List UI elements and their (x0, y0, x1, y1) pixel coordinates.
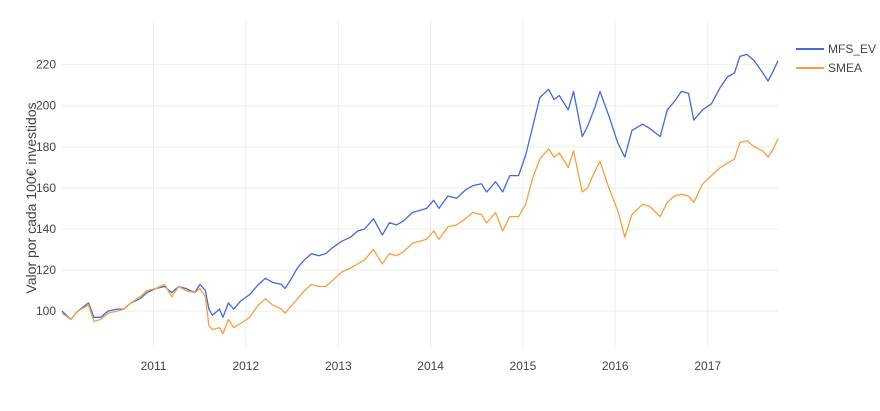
y-tick-label: 100 (36, 304, 56, 318)
series-lines (61, 53, 779, 335)
y-axis-ticks: 100 120 140 160 180 200 220 (36, 58, 56, 318)
x-tick-label: 2013 (325, 359, 352, 373)
x-tick-label: 2014 (417, 359, 444, 373)
y-axis-title: Valor por cada 100€ investidos (23, 102, 39, 293)
legend-label-mfs-ev[interactable]: MFS_EV (828, 42, 876, 56)
x-tick-label: 2016 (602, 359, 629, 373)
y-tick-label: 120 (36, 263, 56, 277)
x-tick-label: 2012 (232, 359, 259, 373)
grid (62, 20, 778, 348)
series-line-smea (61, 138, 779, 335)
legend-label-smea[interactable]: SMEA (828, 61, 862, 75)
x-tick-label: 2015 (510, 359, 537, 373)
x-tick-label: 2017 (694, 359, 721, 373)
legend: MFS_EV SMEA (796, 42, 876, 75)
x-axis-ticks: 2011 2012 2013 2014 2015 2016 2017 (141, 359, 722, 373)
x-tick-label: 2011 (141, 359, 167, 373)
y-tick-label: 160 (36, 181, 56, 195)
series-line-mfs-ev (61, 53, 779, 321)
y-tick-label: 200 (36, 99, 56, 113)
y-tick-label: 180 (36, 140, 56, 154)
y-tick-label: 140 (36, 222, 56, 236)
y-tick-label: 220 (36, 58, 56, 72)
